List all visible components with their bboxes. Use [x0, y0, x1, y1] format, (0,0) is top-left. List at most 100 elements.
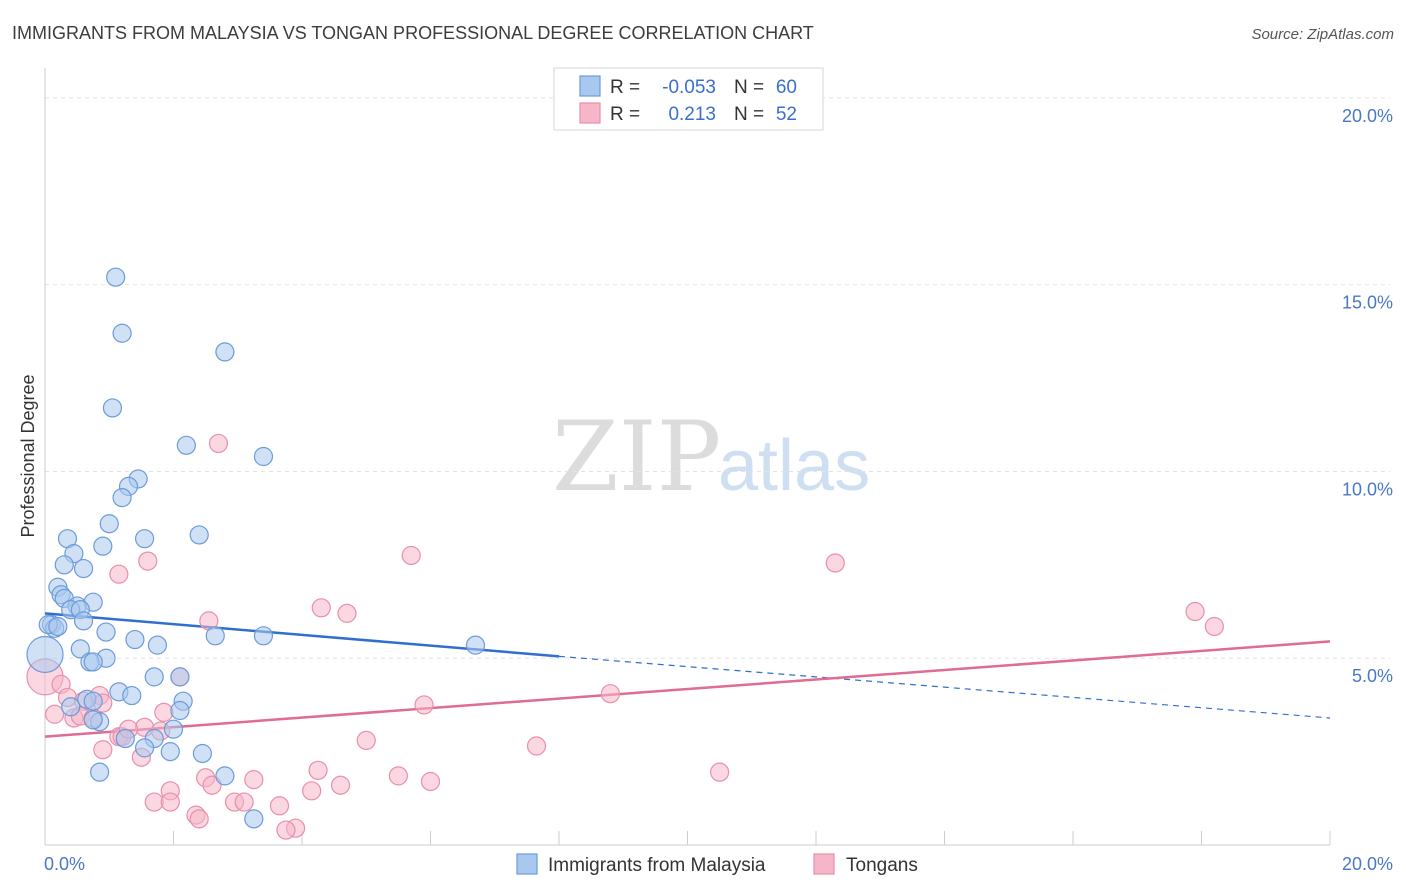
- malaysia-point-50: [163, 719, 184, 739]
- legend-swatch-pink: [579, 102, 601, 124]
- gridlines: [45, 97, 1390, 659]
- x-tick-labels: 0.0% 20.0%: [44, 854, 1393, 874]
- legend-n-value-blue: 60: [776, 77, 797, 98]
- legend-swatch-blue: [579, 75, 601, 97]
- malaysia-point-30: [205, 626, 225, 646]
- series-legend-label-malaysia: Immigrants from Malaysia: [548, 855, 766, 876]
- series-legend-label-tongans: Tongans: [846, 855, 918, 876]
- malaysia-point-5: [253, 446, 274, 467]
- malaysia-point-52: [115, 728, 135, 749]
- malaysia-point-3: [102, 398, 123, 418]
- tongans-trend-line: [44, 640, 1331, 738]
- malaysia-point-39: [170, 667, 190, 687]
- malaysia-point-54: [160, 742, 180, 762]
- malaysia-point-46: [170, 700, 190, 721]
- axes: [44, 68, 1331, 846]
- malaysia-point-58: [244, 809, 264, 829]
- series-legend: Immigrants from Malaysia Tongans: [516, 853, 918, 876]
- series-legend-swatch-malaysia: [516, 853, 538, 875]
- tongans-point-37: [202, 775, 222, 795]
- tongans-point-35: [244, 770, 264, 790]
- malaysia-point-16: [73, 558, 94, 579]
- trend-lines: [44, 612, 1331, 738]
- malaysia-point-33: [70, 639, 90, 659]
- malaysia-point-32: [147, 635, 168, 655]
- tongans-point-33: [388, 766, 408, 786]
- malaysia-point-38: [144, 667, 164, 687]
- tongans-point-36: [420, 771, 441, 792]
- legend-n-label-blue: N =: [734, 77, 764, 98]
- watermark-zip-text: ZIP: [552, 401, 721, 513]
- tongans-point-0: [208, 433, 229, 454]
- watermark-atlas-text: atlas: [718, 426, 870, 506]
- malaysia-point-10: [134, 529, 155, 549]
- y-tick-label-3: 20.0%: [1342, 106, 1393, 126]
- tongans-point-49: [276, 820, 296, 840]
- malaysia-point-45: [61, 697, 81, 717]
- tongans-point-7: [337, 603, 357, 623]
- tongans-point-20: [45, 704, 65, 724]
- tongans-point-45: [269, 796, 290, 816]
- x-tick-label-0: 0.0%: [44, 854, 85, 874]
- tongans-point-31: [308, 760, 328, 780]
- malaysia-point-27: [73, 611, 94, 631]
- malaysia-point-44: [83, 691, 103, 711]
- y-tick-label-1: 10.0%: [1342, 479, 1393, 499]
- malaysia-point-4: [176, 435, 196, 455]
- tongans-point-1: [401, 545, 421, 566]
- series-legend-swatch-tongans: [813, 853, 835, 875]
- legend-r-value-blue: -0.053: [662, 77, 716, 98]
- malaysia-point-8: [112, 487, 132, 508]
- tongans-point-9: [1204, 616, 1224, 637]
- malaysia-point-9: [99, 514, 119, 534]
- malaysia-point-53: [134, 738, 155, 758]
- tongans-point-40: [302, 781, 322, 801]
- tongans-point-18: [414, 695, 434, 715]
- malaysia-point-11: [189, 525, 209, 545]
- malaysia-point-56: [90, 762, 110, 782]
- malaysia-point-34: [26, 635, 64, 674]
- tongans-point-28: [526, 736, 547, 756]
- tongans-point-43: [160, 792, 180, 812]
- tongans-point-4: [109, 564, 129, 584]
- legend-r-label-blue: R =: [610, 77, 640, 98]
- malaysia-point-2: [215, 342, 235, 362]
- y-tick-label-0: 5.0%: [1352, 666, 1393, 686]
- tongans-point-2: [138, 551, 158, 571]
- y-axis-title: Professional Degree: [18, 374, 38, 537]
- malaysia-point-57: [215, 766, 235, 786]
- source-label: Source: ZipAtlas.com: [1251, 26, 1394, 43]
- malaysia-point-59: [465, 635, 486, 655]
- tongans-point-29: [93, 740, 113, 760]
- y-tick-labels: 5.0% 10.0% 15.0% 20.0%: [1342, 106, 1393, 686]
- malaysia-point-28: [96, 622, 116, 642]
- malaysia-point-37: [83, 652, 103, 672]
- legend-n-value-pink: 52: [776, 104, 797, 125]
- chart-title: IMMIGRANTS FROM MALAYSIA VS TONGAN PROFE…: [12, 23, 814, 43]
- correlation-legend: R = -0.053 N = 60 R = 0.213 N = 52: [553, 67, 824, 131]
- malaysia-point-15: [54, 555, 74, 575]
- tongans-point-47: [189, 809, 209, 829]
- malaysia-point-55: [192, 743, 213, 764]
- tongans-point-32: [710, 762, 730, 782]
- y-tick-label-2: 15.0%: [1342, 293, 1393, 313]
- tongans-point-44: [234, 792, 254, 812]
- tongans-point-6: [311, 598, 331, 618]
- legend-n-label-pink: N =: [734, 104, 764, 125]
- malaysia-point-49: [48, 616, 68, 637]
- tongans-point-3: [825, 553, 845, 573]
- malaysia-point-41: [122, 685, 142, 706]
- legend-r-value-pink: 0.213: [668, 104, 716, 125]
- watermark: ZIP atlas: [552, 401, 870, 513]
- data-points: [26, 267, 1224, 840]
- tongans-point-38: [330, 775, 351, 795]
- malaysia-point-31: [253, 626, 274, 646]
- malaysia-point-48: [83, 710, 103, 730]
- malaysia-point-0: [106, 267, 126, 287]
- malaysia-point-29: [125, 629, 145, 650]
- tongans-point-27: [356, 730, 376, 751]
- tongans-point-5: [1185, 601, 1205, 622]
- malaysia-trend-line-extension: [558, 655, 1331, 719]
- tongans-point-13: [600, 684, 621, 704]
